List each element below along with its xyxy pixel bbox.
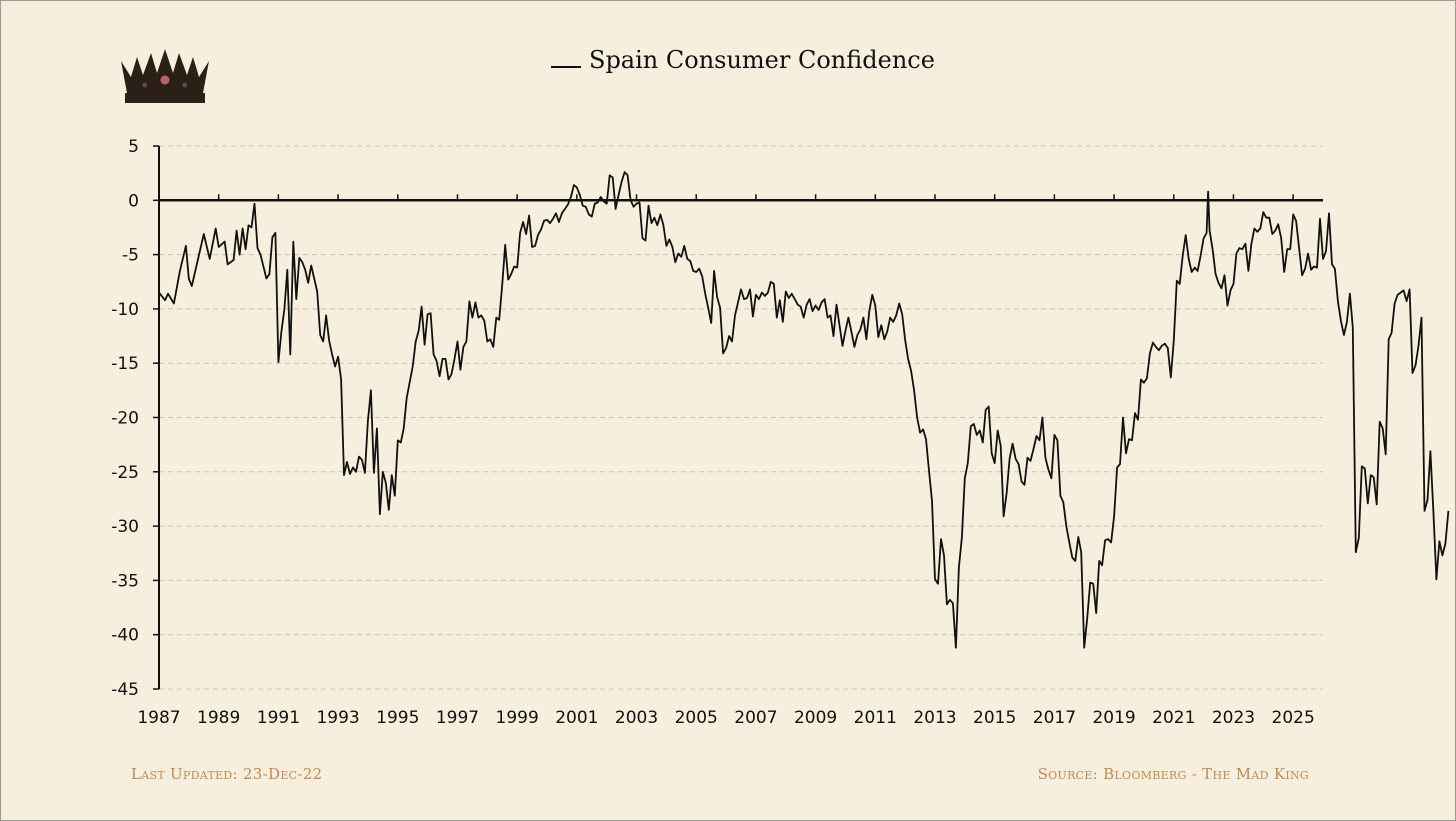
footer-source: Source: Bloomberg - The Mad King <box>1037 765 1309 783</box>
y-tick-label: -40 <box>111 626 139 646</box>
x-tick-label: 2009 <box>794 708 837 728</box>
y-tick-label: -35 <box>111 571 139 591</box>
x-tick-label: 2015 <box>973 708 1016 728</box>
y-tick-label: -10 <box>111 300 139 320</box>
chart-legend: Spain Consumer Confidence <box>551 46 935 74</box>
x-tick-label: 1999 <box>496 708 539 728</box>
gridlines <box>159 145 1323 690</box>
x-tick-label: 1987 <box>137 708 180 728</box>
footer-last-updated: Last Updated: 23-Dec-22 <box>131 765 323 783</box>
y-tick-label: -20 <box>111 409 139 429</box>
x-tick-label: 2011 <box>854 708 897 728</box>
x-tick-label: 2025 <box>1272 708 1315 728</box>
y-tick-label: 0 <box>128 191 139 211</box>
x-tick-label: 2007 <box>734 708 777 728</box>
x-tick-label: 1991 <box>257 708 300 728</box>
x-tick-label: 2017 <box>1033 708 1076 728</box>
y-tick-label: -5 <box>122 246 139 266</box>
x-tick-label: 2023 <box>1212 708 1255 728</box>
x-tick-label: 1997 <box>436 708 479 728</box>
y-tick-label: -30 <box>111 517 139 537</box>
x-tick-label: 1993 <box>316 708 359 728</box>
chart-title: Spain Consumer Confidence <box>589 46 935 74</box>
x-tick-label: 2001 <box>555 708 598 728</box>
x-tick-label: 2021 <box>1152 708 1195 728</box>
x-axis: 1987 1989 1991 1993 1995 1997 1999 2001 2003 2005… <box>137 194 1323 728</box>
x-tick-label: 1995 <box>376 708 419 728</box>
y-tick-label: -45 <box>111 680 139 700</box>
y-tick-label: -25 <box>111 463 139 483</box>
y-tick-label: -15 <box>111 354 139 374</box>
series-line-spain-consumer-confidence <box>158 171 1450 649</box>
x-tick-label: 2019 <box>1092 708 1135 728</box>
crown-icon <box>121 49 209 103</box>
y-tick-label: 5 <box>128 137 139 157</box>
x-tick-label: 2005 <box>675 708 718 728</box>
x-tick-label: 1989 <box>197 708 240 728</box>
y-axis: 5 0 -5 -10 -15 -20 -25 -30 -35 -40 -45 <box>111 137 160 700</box>
x-tick-label: 2003 <box>615 708 658 728</box>
x-tick-label: 2013 <box>913 708 956 728</box>
